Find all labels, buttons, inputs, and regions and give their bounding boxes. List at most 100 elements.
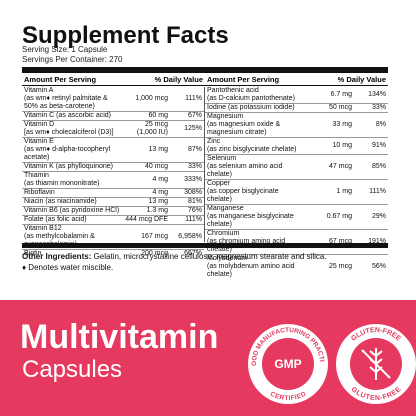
daily-value: 56%: [371, 263, 386, 270]
amount: 4 mg: [152, 189, 168, 196]
nutrient: Biotin: [24, 250, 120, 258]
amount-cell: 4 mg: [120, 189, 172, 197]
fact-row: Manganese (as manganese bisglycinate chel…: [205, 205, 388, 230]
fact-row: Selenium (as selenium amino acid chelate)…: [205, 155, 388, 180]
product-form: Capsules: [22, 356, 123, 383]
daily-value: 6,958%: [178, 233, 202, 240]
left-column: Vitamin A (as wm♦ retinyl palmitate & 50%…: [22, 87, 205, 257]
badge-core: [262, 338, 314, 390]
nutrient-source: (as thiamin mononitrate): [24, 180, 100, 187]
fact-row: Chromium (as chromium amino acid chelate)…: [205, 230, 388, 255]
nutrient: Vitamin D [as wm♦ cholecalciferol (D3)]: [24, 121, 120, 137]
nutrient-name: Chromium: [207, 230, 240, 237]
nutrient-name: Biotin: [24, 250, 42, 257]
nutrient: Copper (as copper bisglycinate chelate): [207, 180, 304, 204]
nutrient: Folate (as folic acid): [24, 216, 120, 224]
amount-cell: 40 mcg: [120, 163, 172, 171]
nutrient-name: Folate (as folic acid): [24, 216, 87, 223]
daily-value: 33%: [371, 104, 386, 111]
daily-value: 91%: [371, 142, 386, 149]
amount: 1,000 mcg: [135, 95, 168, 102]
fact-row: Biotin 200 mcg 667%: [22, 250, 204, 258]
amount-alt: (1,000 IU): [136, 129, 168, 136]
nutrient-source: (as molybdenum amino acid chelate): [207, 263, 295, 278]
amount-cell: 47 mcg: [304, 163, 356, 171]
amount-cell: 1 mg: [304, 188, 356, 196]
header-left: Amount Per Serving % Daily Value: [22, 74, 205, 85]
header-cell: % Daily Value: [154, 75, 203, 84]
fact-row: Vitamin B6 (as pyridoxine HCl) 1.3 mg 76%: [22, 207, 204, 216]
nutrient-name: Riboflavin: [24, 189, 55, 196]
serving-size: Serving Size: 1 Capsule: [22, 45, 108, 54]
nutrient-source: (as manganese bisglycinate chelate): [207, 213, 294, 228]
fact-row: Vitamin D [as wm♦ cholecalciferol (D3)] 25…: [22, 121, 204, 138]
label-panel: Supplement Facts Serving Size: 1 Capsule…: [0, 0, 416, 300]
amount-cell: 67 mcg: [304, 238, 356, 246]
amount: 40 mcg: [145, 163, 168, 170]
nutrient: Thiamin (as thiamin mononitrate): [24, 172, 120, 188]
nutrient: Molybdenum (as molybdenum amino acid chel…: [207, 255, 304, 279]
nutrient-source: (as chromium amino acid chelate): [207, 238, 286, 253]
fact-row: Riboflavin 4 mg 308%: [22, 189, 204, 198]
header-cell: % Daily Value: [337, 75, 386, 84]
amount-cell: 60 mg: [120, 112, 172, 120]
daily-value: 81%: [187, 198, 202, 205]
amount-cell: 13 mg: [120, 146, 172, 154]
nutrient-source: [as wm♦ cholecalciferol (D3)]: [24, 129, 114, 136]
nutrient: Manganese (as manganese bisglycinate chel…: [207, 205, 304, 229]
nutrient: Vitamin B6 (as pyridoxine HCl): [24, 207, 120, 215]
amount: 6.7 mg: [330, 91, 352, 98]
amount-cell: 1.3 mg: [120, 207, 172, 215]
badge-bottom-text: CERTIFIED: [269, 391, 307, 403]
nutrient-source: (as zinc bisglycinate chelate): [207, 146, 297, 153]
fact-row: Thiamin (as thiamin mononitrate) 4 mg 333%: [22, 172, 204, 189]
nutrient-name: Molybdenum: [207, 255, 248, 262]
badge-center: GMP: [274, 357, 301, 371]
daily-value: 76%: [187, 207, 202, 214]
fact-row: Zinc (as zinc bisglycinate chelate) 10 mg 9…: [205, 138, 388, 155]
nutrient-source: (as selenium amino acid chelate): [207, 163, 283, 178]
footnote: ♦ Denotes water miscible.: [22, 263, 114, 272]
nutrient: Niacin (as niacinamide): [24, 198, 120, 206]
amount: 25 mcg: [329, 263, 352, 270]
amount: 67 mcg: [329, 238, 352, 245]
amount-cell: 50 mcg: [304, 104, 356, 112]
nutrient: Magnesium (as magnesium oxide & magnesium…: [207, 113, 304, 137]
nutrient-name: Thiamin: [24, 172, 49, 179]
amount: 50 mcg: [329, 104, 352, 111]
nutrient: Selenium (as selenium amino acid chelate): [207, 155, 304, 179]
fact-row: Pantothenic acid (as D-calcium pantothena…: [205, 87, 388, 104]
table-header: Amount Per Serving % Daily Value Amount P…: [22, 74, 388, 86]
daily-value: 333%: [184, 176, 202, 183]
amount: 47 mcg: [329, 163, 352, 170]
nutrient-source: (as magnesium oxide & magnesium citrate): [207, 121, 281, 136]
amount: 444 mcg DFE: [125, 216, 168, 223]
nutrient: Iodine (as potassium iodide): [207, 104, 304, 112]
daily-value: 667%: [184, 250, 202, 257]
nutrient-name: Vitamin A: [24, 87, 54, 94]
nutrient: Vitamin E (as wm♦ d-alpha-tocopheryl acet…: [24, 138, 120, 162]
daily-value: 87%: [187, 146, 202, 153]
amount: 25 mcg: [145, 121, 168, 128]
nutrient: Vitamin A (as wm♦ retinyl palmitate & 50%…: [24, 87, 120, 111]
amount-cell: 0.67 mg: [304, 213, 356, 221]
amount: 13 mg: [148, 198, 168, 205]
amount: 10 mg: [332, 142, 352, 149]
amount-cell: 167 mcg: [120, 233, 172, 241]
amount-cell: 200 mcg: [120, 250, 172, 258]
nutrient-name: Vitamin B12: [24, 225, 62, 232]
amount-cell: 25 mcg: [304, 263, 356, 271]
nutrient-name: Iodine (as potassium iodide): [207, 104, 295, 111]
title: Supplement Facts: [22, 22, 229, 49]
nutrient-source: (as D-calcium pantothenate): [207, 95, 295, 102]
nutrient-source: (as wm♦ retinyl palmitate & 50% as beta-…: [24, 95, 108, 110]
other-ingredients: Other Ingredients: Gelatin, microcrystal…: [22, 252, 327, 261]
daily-value: 111%: [185, 95, 202, 102]
nutrient-name: Magnesium: [207, 113, 244, 120]
amount-cell: 13 mg: [120, 198, 172, 206]
fact-row: Copper (as copper bisglycinate chelate) 1 …: [205, 180, 388, 205]
nutrient: Zinc (as zinc bisglycinate chelate): [207, 138, 304, 154]
amount: 0.67 mg: [326, 213, 352, 220]
